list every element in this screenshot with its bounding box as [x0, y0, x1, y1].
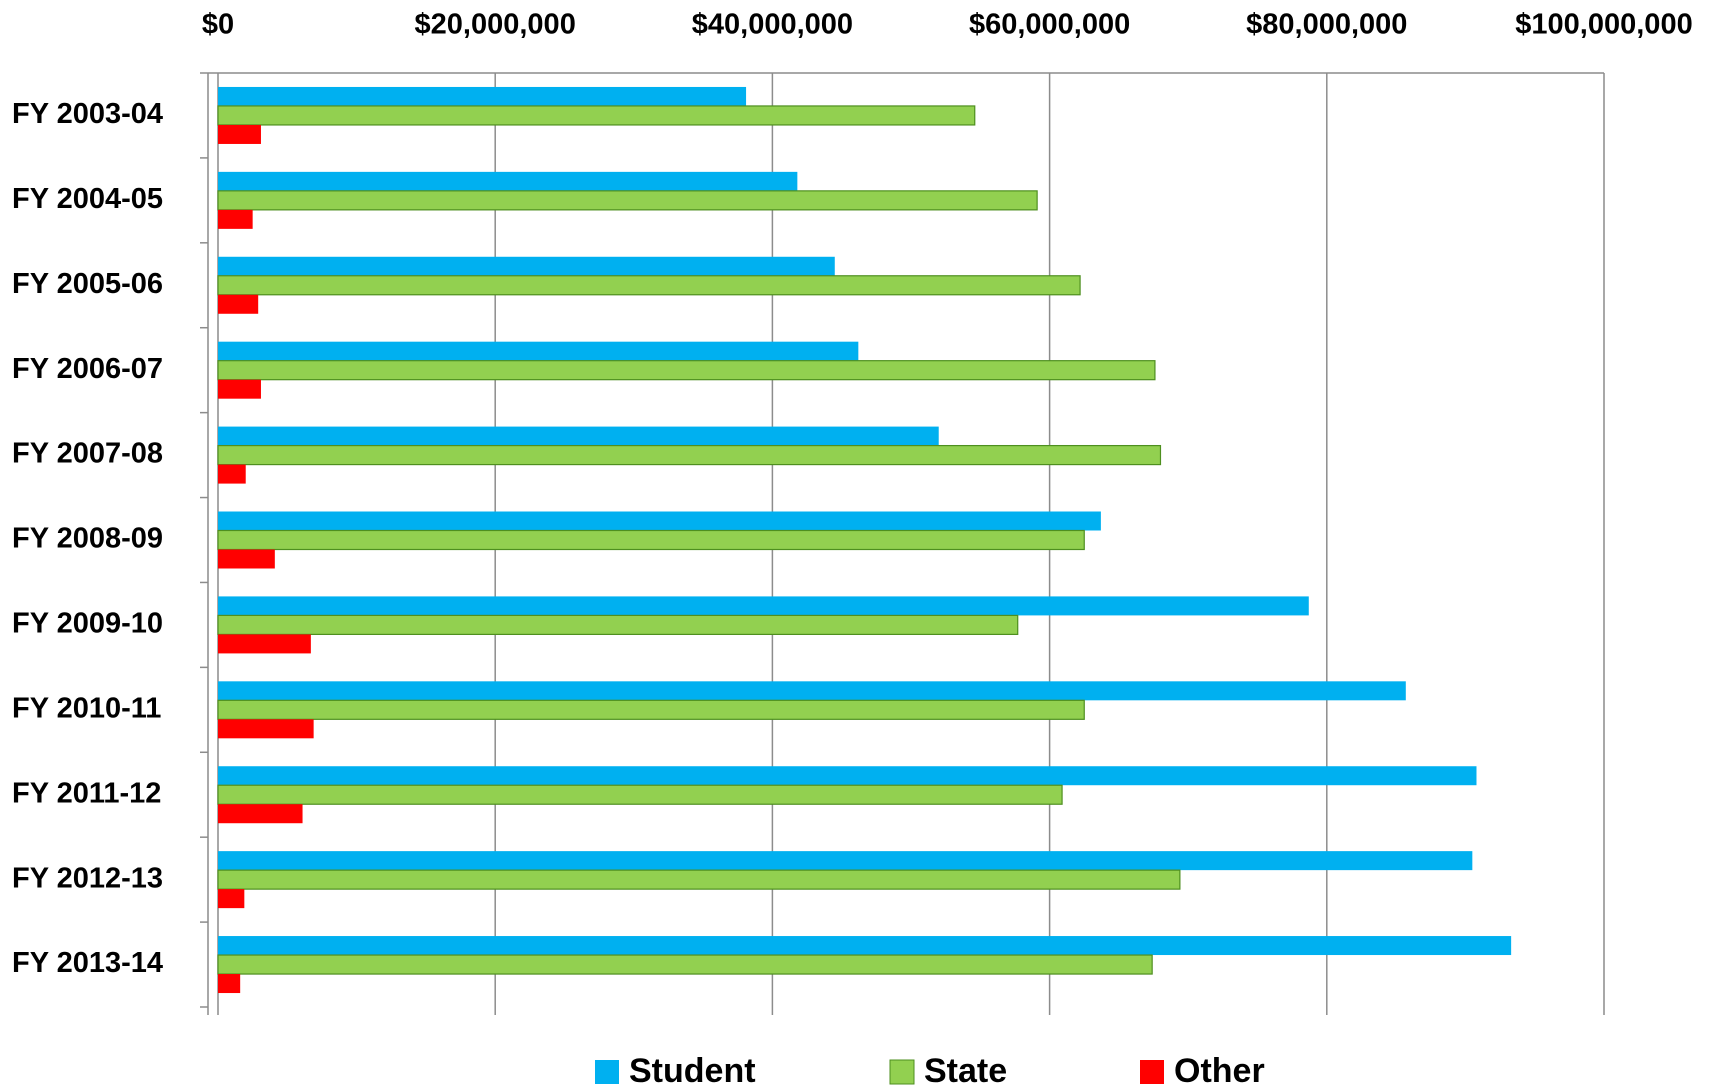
bar: [218, 851, 1473, 871]
legend-swatch: [595, 1060, 619, 1084]
bar: [218, 681, 1406, 701]
bar: [217, 105, 976, 126]
y-tick-label: FY 2008-09: [12, 523, 163, 555]
bar: [217, 275, 1081, 296]
bar: [218, 256, 835, 276]
bar: [218, 209, 253, 229]
y-tick-label: FY 2009-10: [12, 608, 163, 640]
y-tick-label: FY 2003-04: [12, 98, 163, 130]
bar: [218, 511, 1101, 531]
x-tick-label: $60,000,000: [969, 9, 1130, 41]
legend-label: Other: [1174, 1052, 1265, 1090]
bar: [217, 360, 1156, 381]
bar: [218, 889, 245, 909]
bar: [218, 804, 303, 824]
y-tick-label: FY 2012-13: [12, 862, 163, 894]
y-tick-label: FY 2005-06: [12, 268, 163, 300]
bar: [218, 974, 241, 994]
bar: [217, 190, 1038, 211]
x-tick-label: $20,000,000: [415, 9, 576, 41]
bar: [218, 426, 939, 446]
bar: [218, 596, 1309, 616]
bar: [218, 936, 1512, 956]
legend-swatch: [1140, 1060, 1164, 1084]
bar: [218, 634, 311, 654]
y-tick-label: FY 2010-11: [12, 692, 161, 724]
bar: [218, 379, 261, 399]
y-tick-label: FY 2006-07: [12, 353, 163, 385]
legend-label: Student: [629, 1052, 756, 1090]
bar: [217, 444, 1162, 466]
bar: [218, 124, 261, 144]
bar: [217, 954, 1153, 975]
bar: [217, 699, 1085, 720]
bar: [218, 719, 314, 739]
y-tick-label: FY 2007-08: [12, 438, 163, 470]
legend-label: State: [924, 1052, 1007, 1090]
y-tick-label: FY 2011-12: [12, 777, 161, 809]
bar: [218, 341, 859, 361]
bar: [218, 171, 798, 191]
bar: [217, 784, 1063, 805]
x-tick-label: $40,000,000: [692, 9, 853, 41]
bar: [218, 549, 275, 569]
bar: [217, 529, 1085, 551]
x-tick-label: $100,000,000: [1515, 9, 1692, 41]
y-tick-label: FY 2004-05: [12, 183, 163, 215]
bar: [218, 86, 747, 106]
x-tick-label: $0: [202, 9, 234, 41]
bar: [218, 464, 246, 484]
legend-swatch: [889, 1059, 915, 1085]
bar: [218, 766, 1477, 786]
bar: [217, 614, 1019, 636]
bar: [217, 869, 1181, 890]
bar: [218, 294, 259, 314]
y-tick-label: FY 2013-14: [12, 947, 163, 979]
x-tick-label: $80,000,000: [1246, 9, 1407, 41]
